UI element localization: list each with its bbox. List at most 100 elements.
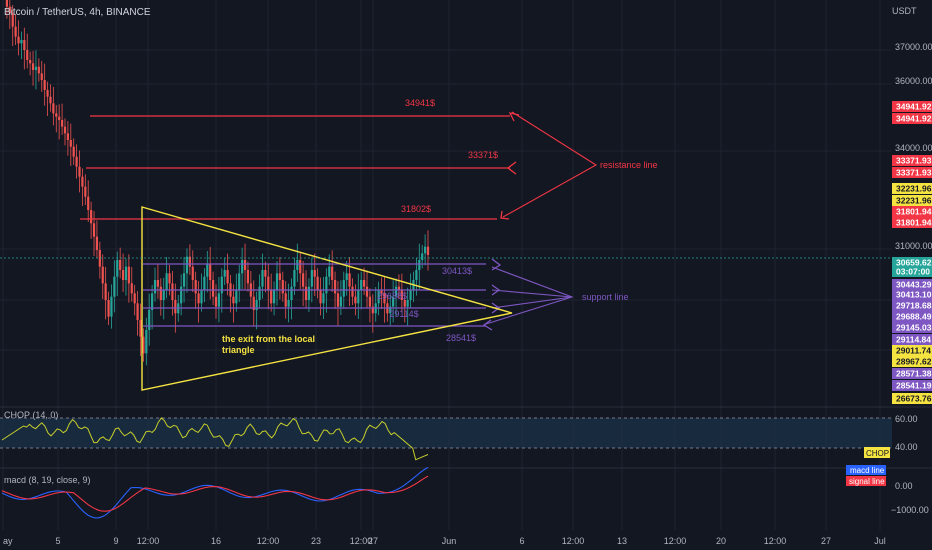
resistance-label-1: 34941$	[405, 98, 435, 108]
support-label-2: 29688$	[377, 291, 407, 301]
price-tag: 29114.84	[896, 335, 931, 345]
symbol-title[interactable]: Bitcoin / TetherUS, 4h, BINANCE	[4, 7, 151, 18]
time-label: 12:00	[664, 536, 687, 546]
candle-body	[267, 276, 270, 290]
candle-body	[363, 280, 366, 287]
candle-body	[287, 300, 290, 307]
price-tick-37000: 37000.00	[895, 42, 932, 52]
candle-body	[121, 270, 125, 280]
candle-body	[223, 270, 226, 277]
candle-body	[394, 286, 398, 297]
candle-body	[214, 296, 218, 307]
candle-body	[238, 273, 241, 290]
candle-body	[302, 273, 305, 287]
candle-body	[409, 290, 412, 300]
candle-body	[98, 250, 101, 267]
macd-tag-bg	[846, 465, 886, 475]
candle-body	[66, 133, 69, 140]
candle-body	[185, 256, 189, 274]
chop-tag: CHOP	[866, 449, 889, 458]
chop-tick-40: 40.00	[895, 442, 918, 452]
price-axis[interactable]: 37000.00 36000.00 34000.00 31000.00	[895, 42, 932, 251]
price-tag: 29718.68	[896, 301, 932, 311]
candle-body	[270, 290, 273, 304]
price-tag: 31801.94	[896, 218, 932, 228]
candle-body	[60, 120, 64, 127]
candle-body	[415, 270, 418, 280]
price-tag-bg	[892, 393, 932, 404]
candle-body	[182, 273, 186, 287]
candle-body	[200, 290, 203, 304]
chop-title[interactable]: CHOP (14, 0)	[4, 410, 58, 420]
candle-body	[58, 116, 61, 120]
resistance-label-2: 33371$	[468, 150, 498, 160]
candle-body	[151, 293, 154, 310]
candle-body	[101, 266, 104, 284]
candle-body	[243, 260, 247, 270]
candle-body	[220, 276, 223, 294]
candle-body	[342, 280, 345, 297]
candle-body	[142, 336, 145, 354]
signal-tag: signal line	[849, 477, 885, 486]
macd-title[interactable]: macd (8, 19, close, 9)	[4, 475, 91, 485]
chop-tag-bg	[864, 447, 890, 458]
time-label: 12:00	[257, 536, 280, 546]
price-tag: 30443.29	[896, 280, 932, 290]
support-arrow-head-4	[482, 319, 493, 331]
candle-body	[403, 300, 406, 307]
candle-body	[159, 286, 162, 300]
support-arrow-head-1	[491, 258, 502, 271]
triangle-note-line2: triangle	[222, 345, 255, 355]
candle-body	[40, 73, 43, 80]
candle-body	[226, 270, 229, 284]
candle-body	[206, 263, 209, 277]
candle-body	[258, 286, 261, 300]
price-tag: 28571.38	[896, 369, 932, 379]
candle-body	[348, 273, 351, 287]
candle-body	[124, 266, 128, 280]
candle-body	[365, 286, 369, 297]
price-tag: 34941.92	[896, 102, 932, 112]
candle-body	[368, 296, 372, 307]
resistance-arrow-head-mid	[506, 161, 517, 175]
candle-body	[255, 300, 258, 310]
price-tag-bg	[892, 356, 932, 367]
triangle-pattern	[141, 206, 513, 391]
candle-body	[81, 176, 84, 187]
price-tag: 28541.19	[896, 381, 932, 391]
candle-body	[17, 36, 20, 44]
time-label: 13	[617, 536, 627, 546]
candle-body	[354, 296, 357, 304]
price-tag: 29145.03	[896, 323, 932, 333]
signal-tag-bg	[846, 476, 886, 486]
candle-body	[392, 296, 395, 307]
candle-body	[171, 283, 174, 300]
price-tag: 26673.76	[896, 394, 932, 404]
candle-body	[52, 103, 55, 114]
candle-body	[34, 66, 38, 70]
candle-body	[211, 280, 215, 297]
candle-body	[168, 273, 171, 284]
price-tag: 31801.94	[896, 207, 932, 217]
price-tag-bg	[892, 368, 932, 379]
candle-body	[275, 273, 279, 290]
price-tag-bg	[892, 101, 932, 112]
candle-body	[29, 60, 32, 64]
candle-body	[136, 303, 139, 320]
resistance-arrow	[502, 111, 598, 218]
chop-line	[1, 417, 429, 461]
candle-body	[246, 270, 250, 284]
candle-body	[371, 306, 374, 314]
candle-body	[232, 296, 235, 304]
candle-body	[63, 126, 67, 134]
resistance-arrow-head-bottom	[500, 210, 510, 220]
price-tag: 29011.74	[896, 346, 931, 356]
candle-body	[310, 270, 313, 287]
candle-body	[217, 293, 221, 307]
triangle-note-line1: the exit from the local	[222, 334, 315, 344]
price-tag-bg	[892, 322, 932, 333]
candle-body	[241, 260, 244, 274]
candle-body	[165, 273, 168, 290]
